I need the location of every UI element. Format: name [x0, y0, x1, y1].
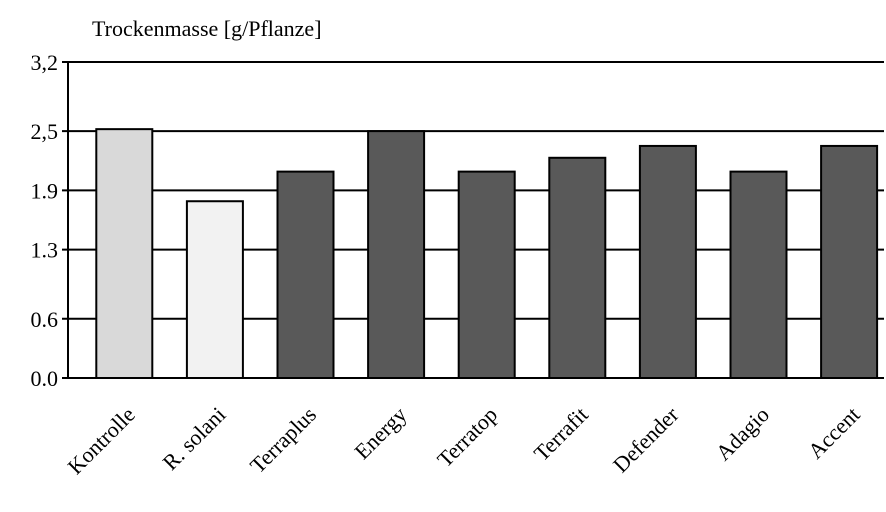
x-tick-label: Terraplus — [245, 402, 321, 478]
bar — [95, 128, 154, 379]
y-tick-label: 2,5 — [31, 119, 59, 144]
x-tick-label: Terrafit — [529, 402, 593, 466]
x-tick-label: Energy — [349, 402, 411, 464]
bar — [638, 144, 697, 379]
axis-title: Trockenmasse [g/Pflanze] — [92, 16, 322, 41]
bar — [457, 170, 516, 379]
y-tick-label: 1.3 — [31, 238, 59, 263]
x-tick-label: Defender — [608, 401, 684, 477]
x-tick-label: Accent — [803, 402, 865, 464]
y-tick-label: 0.6 — [31, 307, 59, 332]
y-tick-label: 3,2 — [31, 50, 59, 75]
bar — [820, 144, 879, 379]
bar — [185, 200, 244, 379]
y-tick-label: 1.9 — [31, 178, 59, 203]
bar — [548, 156, 607, 379]
x-tick-label: Kontrolle — [63, 402, 140, 479]
y-tick-label: 0.0 — [31, 366, 59, 391]
bar — [276, 170, 335, 379]
x-tick-label: R. solani — [157, 402, 230, 475]
bar — [729, 170, 788, 379]
bar — [367, 130, 426, 379]
x-tick-label: Adagio — [711, 402, 774, 465]
x-tick-label: Terratop — [432, 402, 502, 472]
